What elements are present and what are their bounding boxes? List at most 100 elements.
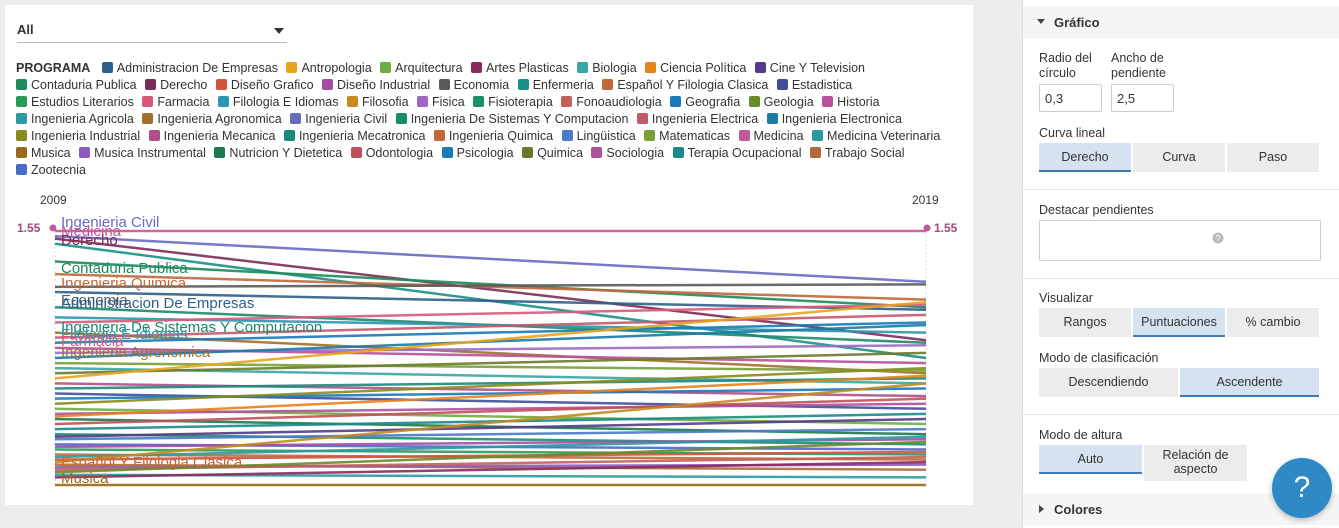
slope-line-2[interactable] bbox=[54, 237, 927, 342]
grafico-section-header[interactable]: Gráfico bbox=[1023, 6, 1339, 38]
legend-item[interactable]: Psicologia bbox=[441, 145, 514, 162]
auto-button[interactable]: Auto bbox=[1039, 445, 1142, 474]
legend-item[interactable]: Medicina Veterinaria bbox=[812, 128, 940, 145]
slope-line-41[interactable] bbox=[54, 382, 927, 464]
legend-item[interactable]: Fonoaudiologia bbox=[561, 94, 662, 111]
visualizar-puntuaciones-button[interactable]: Puntuaciones bbox=[1133, 308, 1225, 337]
slope-line-12[interactable] bbox=[54, 313, 927, 339]
legend-item[interactable]: Ingenieria Quimica bbox=[433, 128, 553, 145]
legend-item[interactable]: Contaduria Publica bbox=[16, 77, 137, 94]
slope-line-16[interactable] bbox=[54, 323, 927, 360]
legend-swatch bbox=[433, 130, 445, 141]
slope-line-13[interactable] bbox=[54, 321, 927, 345]
info-icon[interactable]: ? bbox=[1212, 232, 1224, 244]
legend-item[interactable]: Artes Plasticas bbox=[471, 60, 569, 77]
legend-item[interactable]: Ingenieria Electrica bbox=[636, 111, 758, 128]
slope-line-10[interactable] bbox=[54, 303, 927, 324]
slope-line-45[interactable] bbox=[54, 440, 927, 474]
legend-item[interactable]: Ingenieria Mecatronica bbox=[283, 128, 425, 145]
help-button[interactable]: ? bbox=[1272, 458, 1332, 518]
slope-line-32[interactable] bbox=[54, 432, 927, 446]
ancho-input[interactable] bbox=[1111, 84, 1174, 112]
legend-item[interactable]: Fisioterapia bbox=[473, 94, 553, 111]
legend-item[interactable]: Lingüistica bbox=[561, 128, 636, 145]
slope-line-17[interactable] bbox=[54, 361, 927, 372]
slope-line-31[interactable] bbox=[54, 412, 927, 431]
relacion-aspecto-button[interactable]: Relación de aspecto bbox=[1144, 445, 1247, 481]
slope-line-34[interactable] bbox=[54, 427, 927, 441]
legend-item[interactable]: Zootecnia bbox=[16, 162, 86, 179]
visualizar-rangos-button[interactable]: Rangos bbox=[1039, 308, 1131, 337]
slope-line-27[interactable] bbox=[54, 402, 927, 416]
legend-item[interactable]: Diseño Grafico bbox=[215, 77, 314, 94]
ascendente-button[interactable]: Ascendente bbox=[1180, 368, 1319, 397]
legend-item[interactable]: Ingenieria Civil bbox=[290, 111, 387, 128]
slope-line-22[interactable] bbox=[54, 377, 927, 390]
legend-item[interactable]: Matematicas bbox=[644, 128, 730, 145]
slope-line-21[interactable] bbox=[54, 382, 927, 398]
legend-item[interactable]: Biologia bbox=[577, 60, 637, 77]
legend-item[interactable]: Filologia E Idiomas bbox=[217, 94, 339, 111]
slope-line-42[interactable] bbox=[54, 463, 927, 472]
visualizar-cambio-button[interactable]: % cambio bbox=[1227, 308, 1319, 337]
legend-item[interactable]: Quimica bbox=[522, 145, 583, 162]
curva-paso-button[interactable]: Paso bbox=[1227, 143, 1319, 172]
legend-item[interactable]: Farmacia bbox=[142, 94, 209, 111]
curva-curva-button[interactable]: Curva bbox=[1133, 143, 1225, 172]
legend-item[interactable]: Ingenieria Agronomica bbox=[142, 111, 282, 128]
descendiendo-button[interactable]: Descendiendo bbox=[1039, 368, 1178, 397]
legend-item[interactable]: Musica Instrumental bbox=[79, 145, 206, 162]
radio-input[interactable] bbox=[1039, 84, 1102, 112]
legend-item[interactable]: Ingenieria Mecanica bbox=[148, 128, 275, 145]
legend-item[interactable]: Geografia bbox=[670, 94, 740, 111]
slope-line-25[interactable] bbox=[54, 366, 927, 405]
legend-item[interactable]: Fisica bbox=[417, 94, 465, 111]
legend-item[interactable]: Ciencia Política bbox=[645, 60, 746, 77]
legend-item[interactable]: Español Y Filologia Clasica bbox=[602, 77, 768, 94]
slope-line-33[interactable] bbox=[54, 417, 927, 438]
slope-line-14[interactable] bbox=[54, 346, 927, 365]
legend-item[interactable]: Diseño Industrial bbox=[322, 77, 430, 94]
legend-item[interactable]: Sociologia bbox=[591, 145, 664, 162]
legend-item[interactable]: Odontologia bbox=[350, 145, 433, 162]
legend-item[interactable]: Ingenieria De Sistemas Y Computacion bbox=[395, 111, 628, 128]
legend-item[interactable]: Estudios Literarios bbox=[16, 94, 134, 111]
legend-item[interactable]: Trabajo Social bbox=[810, 145, 904, 162]
legend-item[interactable]: Filosofia bbox=[346, 94, 409, 111]
legend-item[interactable]: Historia bbox=[822, 94, 880, 111]
legend-item[interactable]: Arquitectura bbox=[380, 60, 463, 77]
legend-item[interactable]: Ingenieria Electronica bbox=[766, 111, 902, 128]
slope-line-40[interactable] bbox=[54, 450, 927, 461]
slope-line-6[interactable] bbox=[54, 283, 927, 289]
legend-item[interactable]: Antropologia bbox=[286, 60, 372, 77]
slope-line-0[interactable] bbox=[54, 234, 927, 284]
legend-item[interactable]: Economia bbox=[438, 77, 509, 94]
destacar-input[interactable] bbox=[1039, 220, 1321, 261]
legend-label: Musica bbox=[31, 146, 71, 160]
slope-line-4[interactable] bbox=[54, 260, 927, 309]
legend-item[interactable]: Geologia bbox=[748, 94, 814, 111]
legend-item[interactable]: Musica bbox=[16, 145, 71, 162]
legend-item[interactable]: Cine Y Television bbox=[754, 60, 865, 77]
legend-item[interactable]: Derecho bbox=[145, 77, 207, 94]
slope-line-19[interactable] bbox=[54, 351, 927, 375]
legend-item[interactable]: Enfermeria bbox=[517, 77, 594, 94]
filter-dropdown[interactable]: All bbox=[17, 20, 287, 43]
curva-derecho-button[interactable]: Derecho bbox=[1039, 143, 1131, 172]
slope-line-47[interactable] bbox=[54, 460, 927, 479]
legend-item[interactable]: Medicina bbox=[738, 128, 804, 145]
legend-item[interactable]: Nutricion Y Dietetica bbox=[214, 145, 342, 162]
slope-line-5[interactable] bbox=[54, 272, 927, 301]
legend-swatch bbox=[217, 96, 229, 107]
slope-line-20[interactable] bbox=[54, 300, 927, 380]
slope-line-28[interactable] bbox=[54, 374, 927, 418]
legend-item[interactable]: Administracion De Empresas bbox=[101, 60, 278, 77]
legend-item[interactable]: Ingenieria Agricola bbox=[16, 111, 134, 128]
legend-title: PROGRAMA bbox=[16, 61, 91, 75]
slope-line-39[interactable] bbox=[54, 435, 927, 459]
legend-item[interactable]: Ingenieria Industrial bbox=[16, 128, 140, 145]
legend-item[interactable]: Estadistica bbox=[776, 77, 852, 94]
legend-item[interactable]: Terapia Ocupacional bbox=[672, 145, 802, 162]
legend-label: Psicologia bbox=[456, 146, 514, 160]
slope-line-30[interactable] bbox=[54, 397, 927, 426]
